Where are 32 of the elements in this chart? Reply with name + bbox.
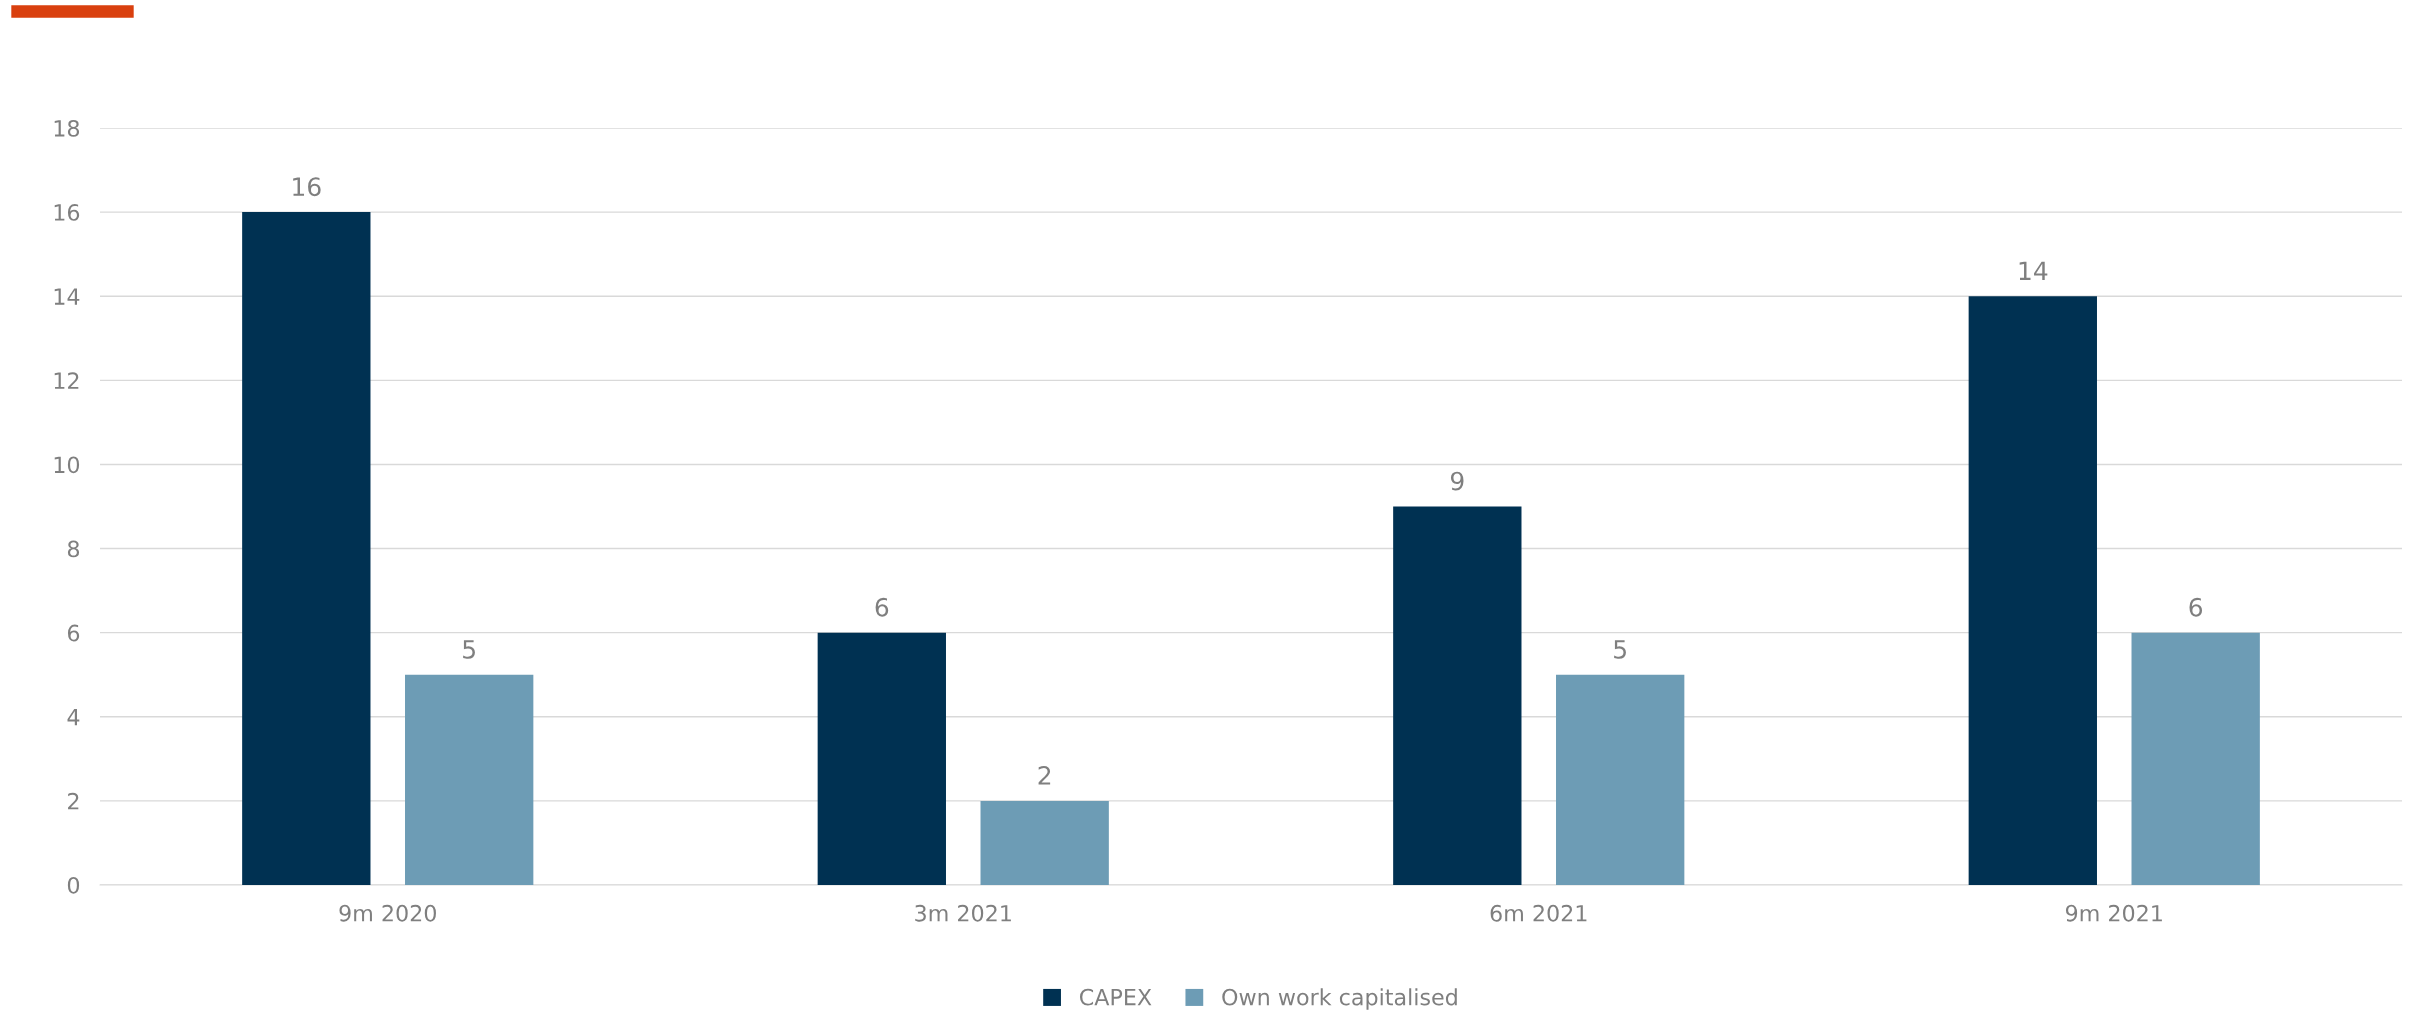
bar (1968, 296, 2097, 885)
y-tick-label: 10 (54, 456, 80, 474)
y-tick-label: 16 (54, 204, 80, 221)
y-tick-label: 18 (54, 119, 80, 137)
data-label: 14 (2019, 261, 2048, 280)
bar (980, 800, 1109, 885)
bar (817, 632, 946, 885)
data-label: 6 (875, 597, 889, 617)
x-tick-label: 9m 2021 (2065, 904, 2162, 922)
bar (1393, 506, 1522, 885)
legend-label: CAPEX (1079, 988, 1152, 1006)
data-label: 9 (1450, 471, 1464, 491)
bar (1556, 674, 1685, 885)
data-label: 16 (293, 177, 321, 197)
y-tick-label: 0 (67, 876, 80, 894)
x-tick-label: 3m 2021 (915, 904, 1011, 922)
data-label: 6 (2189, 597, 2203, 617)
bar (2131, 632, 2260, 885)
data-label: 5 (1614, 640, 1626, 659)
legend-label: Own work capitalised (1222, 988, 1457, 1010)
y-tick-label: 8 (67, 540, 80, 558)
bar (242, 212, 371, 885)
y-tick-label: 12 (54, 372, 79, 389)
bar (405, 674, 534, 885)
x-tick-label: 9m 2020 (339, 904, 436, 922)
y-tick-label: 14 (54, 288, 80, 305)
data-label: 5 (463, 640, 475, 659)
y-tick-label: 2 (68, 792, 79, 810)
y-tick-label: 4 (67, 709, 80, 726)
data-label: 2 (1038, 766, 1051, 785)
x-tick-label: 6m 2021 (1490, 904, 1587, 922)
y-tick-label: 6 (67, 624, 80, 642)
